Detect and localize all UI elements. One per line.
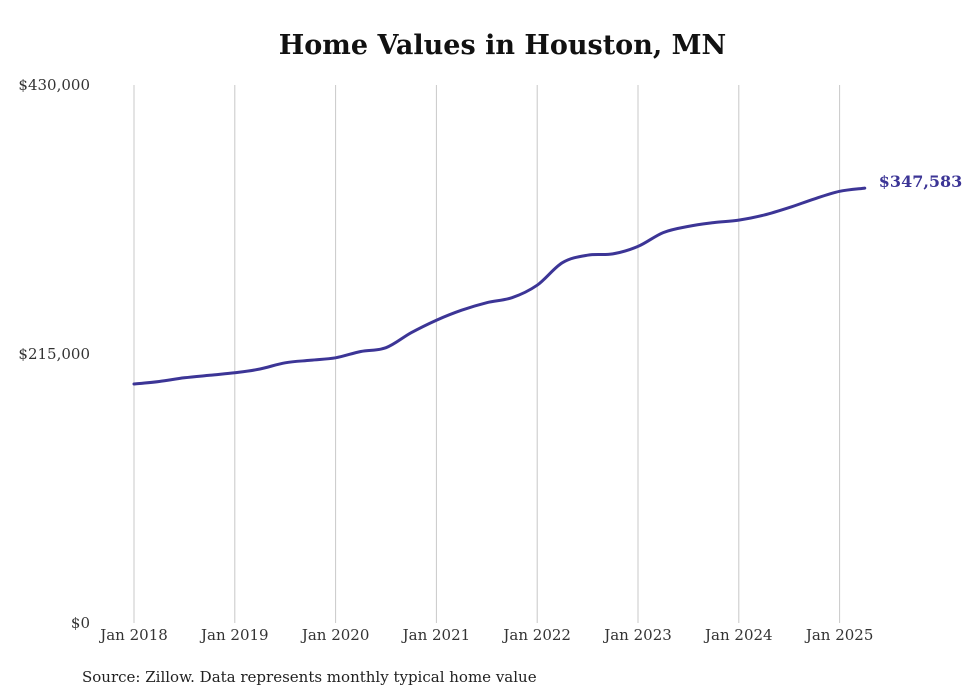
x-tick-label: Jan 2018 [98, 626, 168, 644]
x-tick-label: Jan 2020 [300, 626, 370, 644]
chart-title: Home Values in Houston, MN [278, 30, 727, 61]
y-tick-label: $430,000 [18, 76, 90, 94]
x-tick-label: Jan 2025 [804, 626, 874, 644]
x-tick-label: Jan 2019 [199, 626, 269, 644]
y-tick-label: $0 [71, 614, 90, 632]
x-tick-label: Jan 2022 [501, 626, 571, 644]
x-tick-label: Jan 2024 [703, 626, 773, 644]
source-note: Source: Zillow. Data represents monthly … [82, 668, 537, 686]
y-tick-label: $215,000 [18, 345, 90, 363]
end-value-label: $347,583 [879, 172, 963, 191]
series-line [132, 186, 867, 386]
x-tick-label: Jan 2021 [401, 626, 471, 644]
x-tick-label: Jan 2023 [602, 626, 672, 644]
